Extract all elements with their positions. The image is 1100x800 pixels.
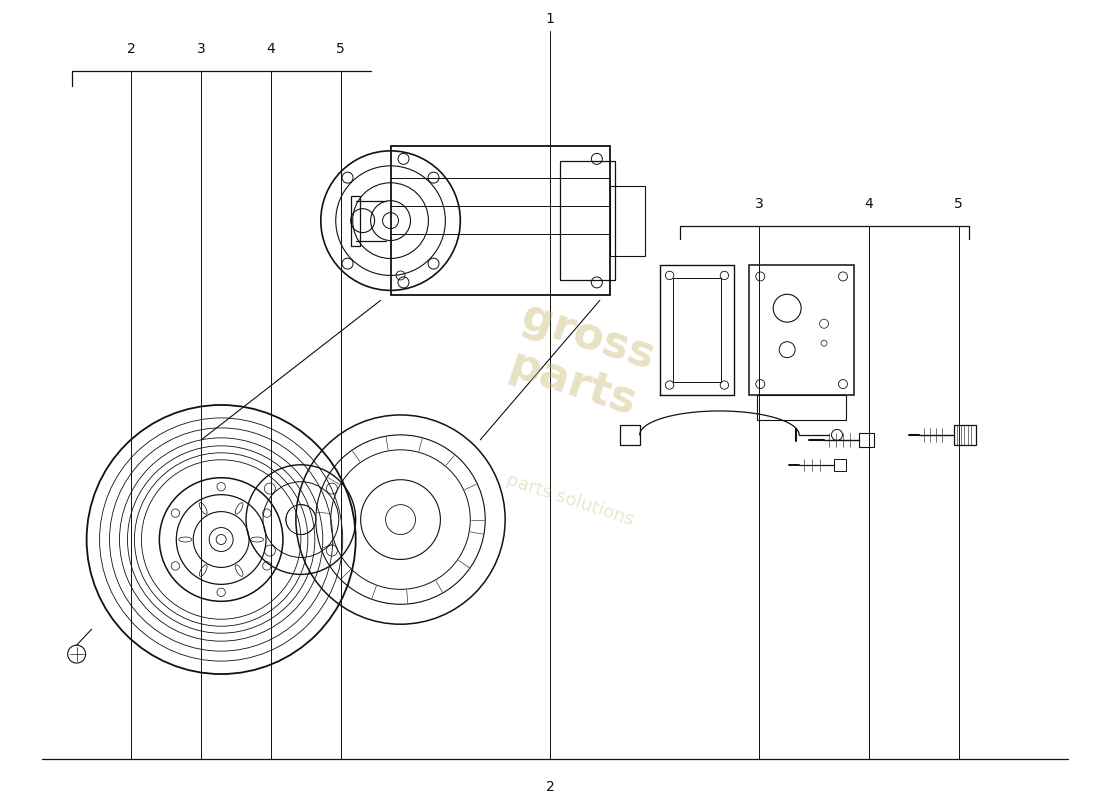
Text: 5: 5 (337, 42, 345, 56)
Text: gross
parts: gross parts (500, 294, 660, 426)
Text: 3: 3 (197, 42, 206, 56)
Text: 2: 2 (128, 42, 135, 56)
Bar (757, 395, 846, 420)
Text: 5: 5 (954, 197, 962, 210)
Bar (859, 433, 873, 447)
Text: 1: 1 (546, 12, 554, 26)
Text: 3: 3 (755, 197, 763, 210)
Bar (390, 146, 609, 295)
Bar (619, 425, 640, 445)
Bar (954, 425, 976, 445)
Text: 2: 2 (546, 780, 554, 794)
Text: parts solutions: parts solutions (504, 470, 636, 529)
Bar (560, 161, 615, 281)
Bar (351, 196, 360, 246)
Text: 4: 4 (865, 197, 873, 210)
Bar (749, 266, 854, 395)
Text: 4: 4 (266, 42, 275, 56)
Bar (834, 458, 846, 470)
Bar (609, 186, 645, 255)
